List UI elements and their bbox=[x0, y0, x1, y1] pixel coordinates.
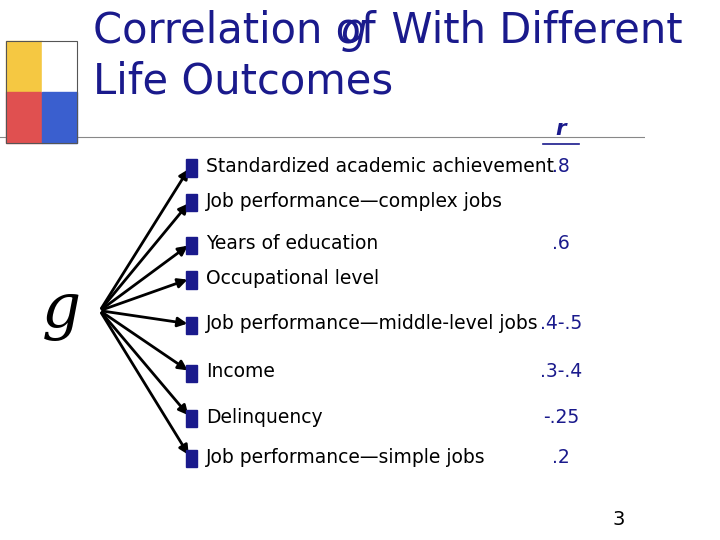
Text: g: g bbox=[42, 281, 81, 341]
Bar bbox=[186, 271, 197, 289]
Text: g: g bbox=[341, 10, 366, 52]
Bar bbox=[6, 42, 77, 143]
Bar bbox=[42, 42, 77, 92]
Bar bbox=[186, 194, 197, 212]
Text: .8: .8 bbox=[552, 157, 570, 176]
Bar bbox=[42, 92, 77, 143]
Text: Job performance—simple jobs: Job performance—simple jobs bbox=[206, 448, 486, 467]
Bar bbox=[6, 42, 42, 92]
Text: Life Outcomes: Life Outcomes bbox=[94, 60, 394, 103]
Text: With Different: With Different bbox=[365, 10, 683, 52]
Text: -.25: -.25 bbox=[543, 408, 579, 427]
Text: Delinquency: Delinquency bbox=[206, 408, 323, 427]
Text: .2: .2 bbox=[552, 448, 570, 467]
Text: .3-.4: .3-.4 bbox=[539, 362, 582, 381]
Text: r: r bbox=[555, 119, 566, 139]
Text: Job performance—middle-level jobs: Job performance—middle-level jobs bbox=[206, 314, 539, 334]
Bar bbox=[186, 364, 197, 382]
Text: Job performance—complex jobs: Job performance—complex jobs bbox=[206, 192, 503, 211]
Text: Income: Income bbox=[206, 362, 275, 381]
Bar bbox=[186, 316, 197, 334]
Text: Occupational level: Occupational level bbox=[206, 269, 379, 288]
Bar bbox=[186, 237, 197, 254]
Bar bbox=[186, 450, 197, 468]
Text: 3: 3 bbox=[613, 510, 625, 529]
Text: Correlation of: Correlation of bbox=[94, 10, 390, 52]
Bar bbox=[186, 159, 197, 177]
Text: .4-.5: .4-.5 bbox=[539, 314, 582, 334]
Bar bbox=[186, 410, 197, 428]
Text: Standardized academic achievement: Standardized academic achievement bbox=[206, 157, 554, 176]
Bar bbox=[6, 92, 42, 143]
Text: .6: .6 bbox=[552, 234, 570, 253]
Text: Years of education: Years of education bbox=[206, 234, 379, 253]
